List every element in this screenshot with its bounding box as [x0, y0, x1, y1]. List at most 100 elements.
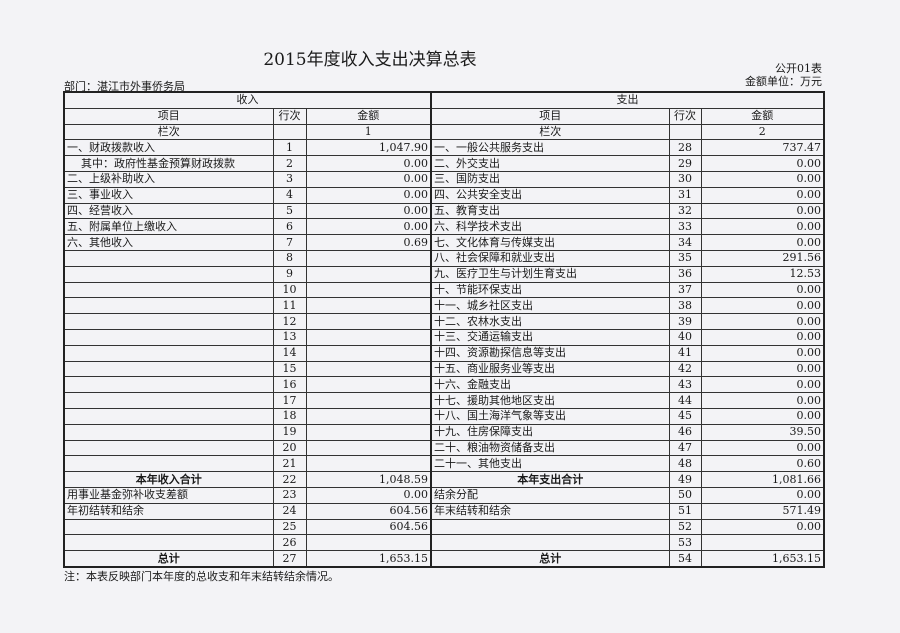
- expense-amount: 291.56: [700, 249, 825, 267]
- expense-item: 九、医疗卫生与计划生育支出: [430, 265, 670, 283]
- expense-row-no: 30: [668, 170, 702, 188]
- expense-row-no: 32: [668, 202, 702, 220]
- expense-amount: 0.00: [700, 202, 825, 220]
- income-item: [63, 439, 274, 457]
- income-row-no: 17: [272, 392, 307, 409]
- income-column-index: 1: [305, 123, 432, 141]
- table-row: 17 十七、援助其他地区支出 44 0.00: [63, 392, 825, 409]
- expense-amount: 0.00: [700, 234, 825, 251]
- income-row-no: 26: [272, 534, 307, 552]
- expense-row-no: 35: [668, 249, 702, 267]
- income-row-no: 10: [272, 281, 307, 299]
- expense-item: 本年支出合计: [430, 471, 670, 488]
- expense-item: 十八、国土海洋气象等支出: [430, 407, 670, 425]
- expense-amount: 0.00: [700, 344, 825, 362]
- income-item: 六、其他收入: [63, 234, 274, 251]
- income-column-label: 栏次: [63, 123, 274, 141]
- table-row: 16 十六、金融支出 43 0.00: [63, 376, 825, 394]
- income-row-no: 12: [272, 313, 307, 330]
- income-amount: [305, 249, 432, 267]
- income-row-no: 1: [272, 139, 307, 157]
- income-amount: 0.00: [305, 486, 432, 504]
- table-row: 14 十四、资源勘探信息等支出 41 0.00: [63, 344, 825, 362]
- income-amount: 1,048.59: [305, 471, 432, 488]
- income-item: 五、附属单位上缴收入: [63, 218, 274, 236]
- expense-row-no: 28: [668, 139, 702, 157]
- expense-item: 三、国防支出: [430, 170, 670, 188]
- expense-row-no: 33: [668, 218, 702, 236]
- amount-unit: 金额单位：万元: [745, 75, 822, 88]
- expense-item: 十五、商业服务业等支出: [430, 360, 670, 378]
- income-item: 一、财政拨款收入: [63, 139, 274, 157]
- income-item: [63, 265, 274, 283]
- table-row: 一、财政拨款收入 1 1,047.90 一、一般公共服务支出 28 737.47: [63, 139, 825, 157]
- expense-item: 十二、农林水支出: [430, 313, 670, 330]
- expense-row-no: 50: [668, 486, 702, 504]
- income-row-no: 2: [272, 155, 307, 172]
- income-amount: 0.00: [305, 186, 432, 204]
- expense-item: 二、外交支出: [430, 155, 670, 172]
- income-item: [63, 455, 274, 473]
- income-amount: 0.00: [305, 170, 432, 188]
- income-row-no: 13: [272, 328, 307, 346]
- income-amount: [305, 313, 432, 330]
- expense-item: 六、科学技术支出: [430, 218, 670, 236]
- expense-amount: 571.49: [700, 502, 825, 520]
- expense-row-no: 40: [668, 328, 702, 346]
- table-row: 六、其他收入 7 0.69 七、文化体育与传媒支出 34 0.00: [63, 234, 825, 251]
- table-row: 20 二十、粮油物资储备支出 47 0.00: [63, 439, 825, 457]
- expense-row-no: 44: [668, 392, 702, 409]
- income-item: [63, 392, 274, 409]
- expense-amount: 0.00: [700, 155, 825, 172]
- table-row: 21 二十一、其他支出 48 0.60: [63, 455, 825, 473]
- income-row-no: 18: [272, 407, 307, 425]
- income-item: 总计: [63, 550, 274, 568]
- table-row: 10 十、节能环保支出 37 0.00: [63, 281, 825, 299]
- expense-row-no: 49: [668, 471, 702, 488]
- income-amount: 0.00: [305, 155, 432, 172]
- income-item: [63, 328, 274, 346]
- income-item: [63, 360, 274, 378]
- form-number: 公开01表: [775, 62, 822, 75]
- table-row: 19 十九、住房保障支出 46 39.50: [63, 423, 825, 441]
- income-amount: [305, 423, 432, 441]
- income-row-no-header: 行次: [272, 107, 307, 125]
- expense-row-no: 43: [668, 376, 702, 394]
- expense-item: 十四、资源勘探信息等支出: [430, 344, 670, 362]
- expense-item: 十九、住房保障支出: [430, 423, 670, 441]
- expense-row-no: 42: [668, 360, 702, 378]
- income-row-no: 8: [272, 249, 307, 267]
- empty-cell: [668, 123, 702, 141]
- expense-row-no: 41: [668, 344, 702, 362]
- expense-item: 二十、粮油物资储备支出: [430, 439, 670, 457]
- income-amount: [305, 344, 432, 362]
- expense-item: [430, 534, 670, 552]
- income-item: [63, 281, 274, 299]
- income-item: [63, 344, 274, 362]
- income-item: 年初结转和结余: [63, 502, 274, 520]
- income-item: 三、事业收入: [63, 186, 274, 204]
- expense-row-no: 34: [668, 234, 702, 251]
- income-row-no: 16: [272, 376, 307, 394]
- expense-row-no: 38: [668, 297, 702, 315]
- income-header: 收入: [63, 91, 432, 109]
- expense-amount: 0.00: [700, 486, 825, 504]
- expense-amount: 0.00: [700, 170, 825, 188]
- table-row: 三、事业收入 4 0.00 四、公共安全支出 31 0.00: [63, 186, 825, 204]
- income-row-no: 22: [272, 471, 307, 488]
- table-row: 15 十五、商业服务业等支出 42 0.00: [63, 360, 825, 378]
- expense-amount: 0.00: [700, 313, 825, 330]
- expense-row-no: 54: [668, 550, 702, 568]
- expense-amount: 0.00: [700, 186, 825, 204]
- expense-amount: 737.47: [700, 139, 825, 157]
- expense-column-label: 栏次: [430, 123, 670, 141]
- income-amount: [305, 328, 432, 346]
- income-item: [63, 423, 274, 441]
- income-item: [63, 249, 274, 267]
- expense-item: 二十一、其他支出: [430, 455, 670, 473]
- expense-amount: 0.60: [700, 455, 825, 473]
- expense-row-no: 31: [668, 186, 702, 204]
- expense-item: 十一、城乡社区支出: [430, 297, 670, 315]
- income-item: 二、上级补助收入: [63, 170, 274, 188]
- income-row-no: 27: [272, 550, 307, 568]
